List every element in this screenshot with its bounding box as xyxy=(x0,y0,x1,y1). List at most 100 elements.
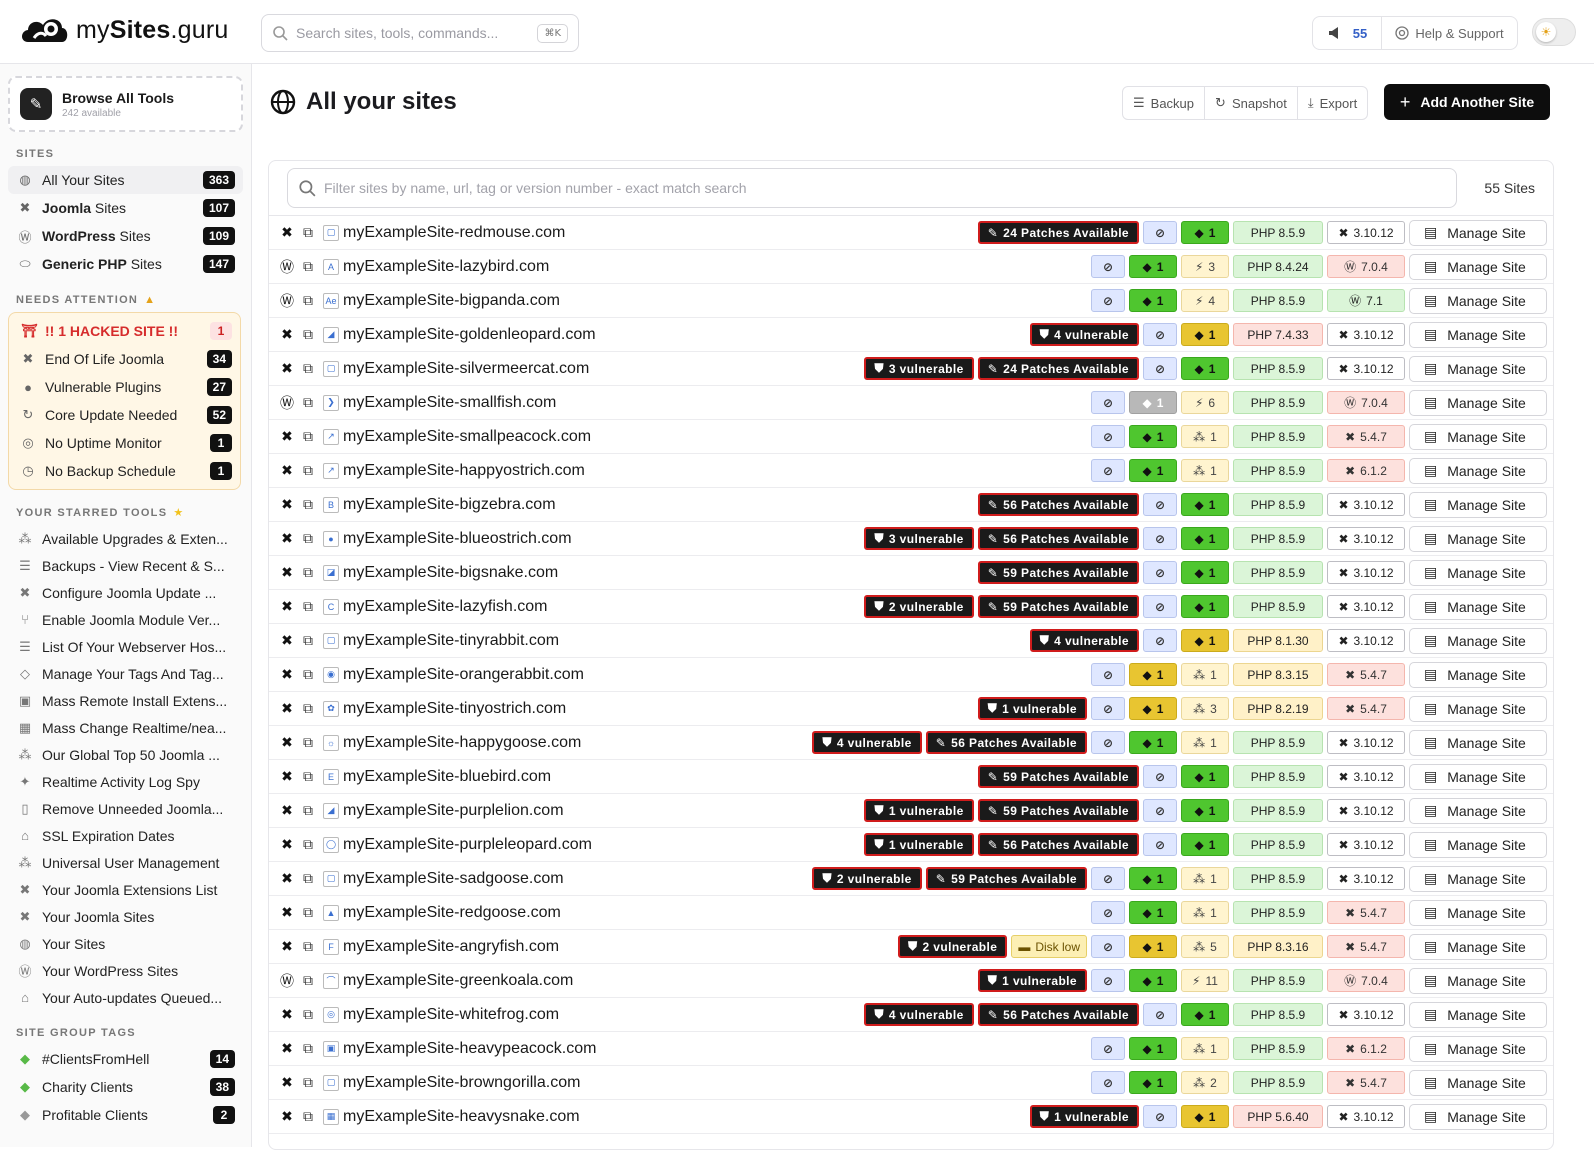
manage-site-button[interactable]: ▤ Manage Site xyxy=(1409,661,1547,688)
plugin-badge[interactable]: ⁂ 1 xyxy=(1181,425,1229,448)
site-name-link[interactable]: myExampleSite-silvermeercat.com xyxy=(343,359,590,377)
site-name-link[interactable]: myExampleSite-tinyrabbit.com xyxy=(343,631,560,649)
tag-badge[interactable]: ◆ 1 xyxy=(1129,935,1177,958)
plugin-badge[interactable]: ⚡ 11 xyxy=(1181,969,1229,992)
external-link-icon[interactable]: ⧉ xyxy=(303,428,313,444)
php-version-badge[interactable]: PHP 8.5.9 xyxy=(1233,765,1323,788)
external-link-icon[interactable]: ⧉ xyxy=(303,462,313,478)
manage-site-button[interactable]: ▤ Manage Site xyxy=(1409,491,1547,518)
cms-version-badge[interactable]: ✖ 5.4.7 xyxy=(1327,935,1405,958)
external-link-icon[interactable]: ⧉ xyxy=(303,802,313,818)
cms-version-badge[interactable]: ✖ 6.1.2 xyxy=(1327,1037,1405,1060)
cms-version-badge[interactable]: ✖ 3.10.12 xyxy=(1327,357,1405,380)
patches-badge[interactable]: ✎ 56 Patches Available xyxy=(977,833,1139,856)
plugin-badge[interactable]: ⚡ 4 xyxy=(1181,289,1229,312)
eye-slash-icon[interactable]: ⊘ xyxy=(1143,833,1177,856)
sidebar-item-generic-php-sites[interactable]: ⬭ Generic PHP Sites 147 xyxy=(0,250,251,278)
tag-badge[interactable]: ◆ 1 xyxy=(1181,765,1229,788)
external-link-icon[interactable]: ⧉ xyxy=(303,904,313,920)
eye-slash-icon[interactable]: ⊘ xyxy=(1143,357,1177,380)
patches-badge[interactable]: ✎ 24 Patches Available xyxy=(977,221,1139,244)
eye-slash-icon[interactable]: ⊘ xyxy=(1091,969,1125,992)
cms-version-badge[interactable]: ✖ 5.4.7 xyxy=(1327,697,1405,720)
manage-site-button[interactable]: ▤ Manage Site xyxy=(1409,899,1547,926)
vulnerable-badge[interactable]: ⛊ 1 vulnerable xyxy=(864,833,974,856)
export-button[interactable]: ⤓ Export xyxy=(1307,95,1358,111)
eye-slash-icon[interactable]: ⊘ xyxy=(1143,765,1177,788)
site-name-link[interactable]: myExampleSite-redgoose.com xyxy=(343,903,561,921)
sidebar-item-wordpress-sites[interactable]: Ⓦ WordPress Sites 109 xyxy=(0,222,251,250)
patches-badge[interactable]: ✎ 24 Patches Available xyxy=(977,357,1139,380)
site-name-link[interactable]: myExampleSite-purplelion.com xyxy=(343,801,564,819)
php-version-badge[interactable]: PHP 8.5.9 xyxy=(1233,1003,1323,1026)
vulnerable-badge[interactable]: ⛊ 4 vulnerable xyxy=(1029,629,1139,652)
external-link-icon[interactable]: ⧉ xyxy=(303,1074,313,1090)
site-name-link[interactable]: myExampleSite-lazyfish.com xyxy=(343,597,548,615)
starred-tool-item[interactable]: ⁂ Our Global Top 50 Joomla ... xyxy=(0,741,251,768)
filter-sites-input[interactable]: Filter sites by name, url, tag or versio… xyxy=(287,168,1457,208)
attention-item-3[interactable]: ↻ Core Update Needed 52 xyxy=(9,401,240,429)
tag-badge[interactable]: ◆ 1 xyxy=(1129,459,1177,482)
site-name-link[interactable]: myExampleSite-whitefrog.com xyxy=(343,1005,560,1023)
site-name-link[interactable]: myExampleSite-redmouse.com xyxy=(343,223,566,241)
eye-slash-icon[interactable]: ⊘ xyxy=(1143,493,1177,516)
cms-version-badge[interactable]: ✖ 3.10.12 xyxy=(1327,833,1405,856)
attention-item-1[interactable]: ✖ End Of Life Joomla 34 xyxy=(9,345,240,373)
external-link-icon[interactable]: ⧉ xyxy=(303,972,313,988)
cms-version-badge[interactable]: ✖ 5.4.7 xyxy=(1327,663,1405,686)
eye-slash-icon[interactable]: ⊘ xyxy=(1091,731,1125,754)
cms-version-badge[interactable]: ✖ 3.10.12 xyxy=(1327,731,1405,754)
cms-version-badge[interactable]: ✖ 3.10.12 xyxy=(1327,527,1405,550)
starred-tool-item[interactable]: Ⓦ Your WordPress Sites xyxy=(0,957,251,984)
external-link-icon[interactable]: ⧉ xyxy=(303,258,313,274)
manage-site-button[interactable]: ▤ Manage Site xyxy=(1409,865,1547,892)
help-support-button[interactable]: Help & Support xyxy=(1382,16,1518,50)
tag-badge[interactable]: ◆ 1 xyxy=(1129,1071,1177,1094)
patches-badge[interactable]: ✎ 56 Patches Available xyxy=(977,1003,1139,1026)
sidebar-item-all-your-sites[interactable]: ◍ All Your Sites 363 xyxy=(8,166,243,194)
php-version-badge[interactable]: PHP 8.5.9 xyxy=(1233,1037,1323,1060)
backup-button[interactable]: ☰ Backup xyxy=(1123,87,1206,119)
external-link-icon[interactable]: ⧉ xyxy=(303,836,313,852)
tag-badge[interactable]: ◆ 1 xyxy=(1129,255,1177,278)
tag-item[interactable]: ◆ Charity Clients 38 xyxy=(0,1073,251,1101)
php-version-badge[interactable]: PHP 8.5.9 xyxy=(1233,527,1323,550)
starred-tool-item[interactable]: ✖ Configure Joomla Update ... xyxy=(0,579,251,606)
site-name-link[interactable]: myExampleSite-happygoose.com xyxy=(343,733,582,751)
eye-slash-icon[interactable]: ⊘ xyxy=(1091,289,1125,312)
site-name-link[interactable]: myExampleSite-blueostrich.com xyxy=(343,529,572,547)
external-link-icon[interactable]: ⧉ xyxy=(303,1108,313,1124)
theme-toggle[interactable]: ☀ xyxy=(1532,18,1576,46)
site-name-link[interactable]: myExampleSite-tinyostrich.com xyxy=(343,699,567,717)
patches-badge[interactable]: ✎ 56 Patches Available xyxy=(977,527,1139,550)
manage-site-button[interactable]: ▤ Manage Site xyxy=(1409,525,1547,552)
tag-badge[interactable]: ◆ 1 xyxy=(1181,833,1229,856)
manage-site-button[interactable]: ▤ Manage Site xyxy=(1409,729,1547,756)
tag-badge[interactable]: ◆ 1 xyxy=(1181,561,1229,584)
sidebar-item-joomla-sites[interactable]: ✖ Joomla Sites 107 xyxy=(0,194,251,222)
site-name-link[interactable]: myExampleSite-sadgoose.com xyxy=(343,869,564,887)
patches-badge[interactable]: ✎ 59 Patches Available xyxy=(977,595,1139,618)
site-name-link[interactable]: myExampleSite-browngorilla.com xyxy=(343,1073,581,1091)
plugin-badge[interactable]: ⁂ 1 xyxy=(1181,1037,1229,1060)
eye-slash-icon[interactable]: ⊘ xyxy=(1091,255,1125,278)
eye-slash-icon[interactable]: ⊘ xyxy=(1091,459,1125,482)
site-name-link[interactable]: myExampleSite-bigzebra.com xyxy=(343,495,556,513)
tag-badge[interactable]: ◆ 1 xyxy=(1181,493,1229,516)
manage-site-button[interactable]: ▤ Manage Site xyxy=(1409,457,1547,484)
php-version-badge[interactable]: PHP 8.5.9 xyxy=(1233,221,1323,244)
cms-version-badge[interactable]: ✖ 5.4.7 xyxy=(1327,901,1405,924)
vulnerable-badge[interactable]: ⛊ 2 vulnerable xyxy=(864,595,974,618)
snapshot-button[interactable]: ↻ Snapshot xyxy=(1205,87,1298,119)
php-version-badge[interactable]: PHP 8.5.9 xyxy=(1233,493,1323,516)
tag-badge[interactable]: ◆ 1 xyxy=(1129,663,1177,686)
vulnerable-badge[interactable]: ⛊ 4 vulnerable xyxy=(864,1003,974,1026)
tag-badge[interactable]: ◆ 1 xyxy=(1129,867,1177,890)
manage-site-button[interactable]: ▤ Manage Site xyxy=(1409,219,1547,246)
tag-badge[interactable]: ◆ 1 xyxy=(1181,1105,1229,1128)
tag-badge[interactable]: ◆ 1 xyxy=(1129,425,1177,448)
plugin-badge[interactable]: ⁂ 1 xyxy=(1181,731,1229,754)
eye-slash-icon[interactable]: ⊘ xyxy=(1143,629,1177,652)
php-version-badge[interactable]: PHP 8.2.19 xyxy=(1233,697,1323,720)
php-version-badge[interactable]: PHP 8.5.9 xyxy=(1233,833,1323,856)
